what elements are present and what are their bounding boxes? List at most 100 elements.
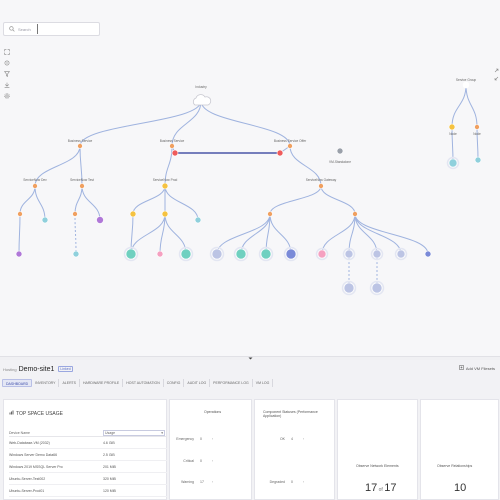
column-header-usage[interactable]: Usage ▾ [103, 430, 165, 436]
graph-node[interactable] [192, 94, 212, 106]
node-dot[interactable] [267, 211, 273, 217]
graph-node[interactable] [72, 250, 80, 258]
graph-node[interactable] [315, 247, 329, 261]
status-row[interactable]: Warning 17 › [174, 480, 213, 484]
table-row[interactable]: Ubuntu-Server-Prod01 120 MiB [9, 485, 167, 497]
topology-canvas[interactable]: Industry Business Service Business Service… [0, 0, 500, 356]
graph-node[interactable] [258, 246, 274, 262]
graph-node[interactable] [209, 246, 225, 262]
node-dot[interactable] [161, 182, 169, 190]
graph-node[interactable] [287, 143, 293, 149]
search-box[interactable]: Search [3, 22, 100, 36]
node-dot[interactable] [287, 143, 293, 149]
node-dot[interactable] [474, 156, 482, 164]
graph-node[interactable] [17, 211, 23, 217]
table-row[interactable]: Windows Server Demo Data66 2.5 GiB [9, 449, 167, 461]
graph-node[interactable] [341, 280, 357, 296]
graph-node[interactable] [462, 81, 470, 89]
panel-splitter[interactable] [0, 356, 500, 360]
column-header-device[interactable]: Device Name [9, 431, 31, 435]
node-dot[interactable] [344, 249, 354, 259]
node-dot[interactable] [396, 249, 406, 259]
node-dot[interactable] [318, 183, 324, 189]
graph-node[interactable] [15, 250, 23, 258]
graph-node[interactable] [352, 211, 358, 217]
tab-5[interactable]: CONFIG [164, 379, 185, 387]
graph-node[interactable] [129, 210, 137, 218]
node-dot[interactable] [72, 250, 80, 258]
status-row[interactable]: OK 4 › [265, 437, 304, 441]
node-dot[interactable] [125, 248, 137, 260]
node-dot[interactable] [352, 211, 358, 217]
node-dot[interactable] [129, 210, 137, 218]
graph-node[interactable] [161, 182, 169, 190]
graph-node[interactable] [178, 246, 194, 262]
graph-node[interactable] [32, 183, 38, 189]
tab-0[interactable]: DASHBOARD [2, 379, 33, 387]
node-dot[interactable] [17, 211, 23, 217]
graph-node[interactable] [369, 280, 385, 296]
node-dot[interactable] [169, 143, 175, 149]
tab-4[interactable]: HOST AUTOMATION [123, 379, 164, 387]
tab-6[interactable]: AUDIT LOG [184, 379, 211, 387]
node-dot[interactable] [276, 149, 284, 157]
table-row[interactable]: Web-Database-VM (2032) 4.6 GiB [9, 437, 167, 449]
tab-3[interactable]: HARDWARE PROFILE [80, 379, 124, 387]
graph-node[interactable] [72, 211, 78, 217]
node-dot[interactable] [371, 282, 383, 294]
search-input[interactable]: Search [18, 26, 31, 32]
graph-node[interactable] [474, 156, 482, 164]
node-dot[interactable] [32, 183, 38, 189]
node-dot[interactable] [72, 211, 78, 217]
tab-7[interactable]: PERFORMANCE LOG [210, 379, 253, 387]
node-dot[interactable] [448, 158, 458, 168]
collapse-icon[interactable] [493, 75, 499, 81]
node-dot[interactable] [260, 248, 272, 260]
cloud-icon[interactable] [192, 94, 212, 106]
node-dot[interactable] [161, 210, 169, 218]
graph-node[interactable] [370, 247, 384, 261]
node-dot[interactable] [462, 81, 470, 89]
tab-8[interactable]: VM LOG [253, 379, 274, 387]
node-dot[interactable] [448, 123, 456, 131]
graph-node[interactable] [171, 149, 179, 157]
node-dot[interactable] [343, 282, 355, 294]
topology-graph[interactable]: Industry Business Service Business Service… [0, 0, 500, 356]
graph-node[interactable] [283, 246, 299, 262]
graph-node[interactable] [41, 216, 49, 224]
graph-node[interactable] [424, 250, 432, 258]
graph-node[interactable] [233, 246, 249, 262]
status-row[interactable]: Emergency 0 › [174, 437, 213, 441]
tab-2[interactable]: ALERTS [59, 379, 81, 387]
node-dot[interactable] [156, 250, 164, 258]
status-row[interactable]: Degraded 0 › [265, 480, 305, 484]
node-dot[interactable] [285, 248, 297, 260]
layout-icon[interactable] [3, 59, 11, 67]
node-dot[interactable] [41, 216, 49, 224]
download-icon[interactable] [3, 81, 11, 89]
node-dot[interactable] [474, 124, 480, 130]
graph-node[interactable] [276, 149, 284, 157]
graph-node[interactable] [448, 123, 456, 131]
graph-node[interactable] [169, 143, 175, 149]
fit-view-icon[interactable] [3, 48, 11, 56]
tab-1[interactable]: INVENTORY [32, 379, 60, 387]
node-dot[interactable] [79, 183, 85, 189]
graph-node[interactable] [342, 247, 356, 261]
node-dot[interactable] [235, 248, 247, 260]
node-dot[interactable] [211, 248, 223, 260]
node-dot[interactable] [317, 249, 327, 259]
node-dot[interactable] [96, 216, 104, 224]
graph-node[interactable] [96, 216, 104, 224]
table-row[interactable]: Windows 2019 MSSQL Server Pro 201 MiB [9, 461, 167, 473]
settings-icon[interactable] [3, 92, 11, 100]
node-dot[interactable] [77, 143, 83, 149]
graph-node[interactable] [194, 216, 202, 224]
node-dot[interactable] [424, 250, 432, 258]
chevron-down-icon[interactable] [247, 356, 253, 360]
add-filesets-button[interactable]: Add VM Filesets [459, 365, 495, 371]
graph-node[interactable] [123, 246, 139, 262]
expand-icon[interactable] [493, 67, 499, 73]
graph-node[interactable] [267, 211, 273, 217]
table-row[interactable]: Ubuntu-Server-Test002 320 MiB [9, 473, 167, 485]
